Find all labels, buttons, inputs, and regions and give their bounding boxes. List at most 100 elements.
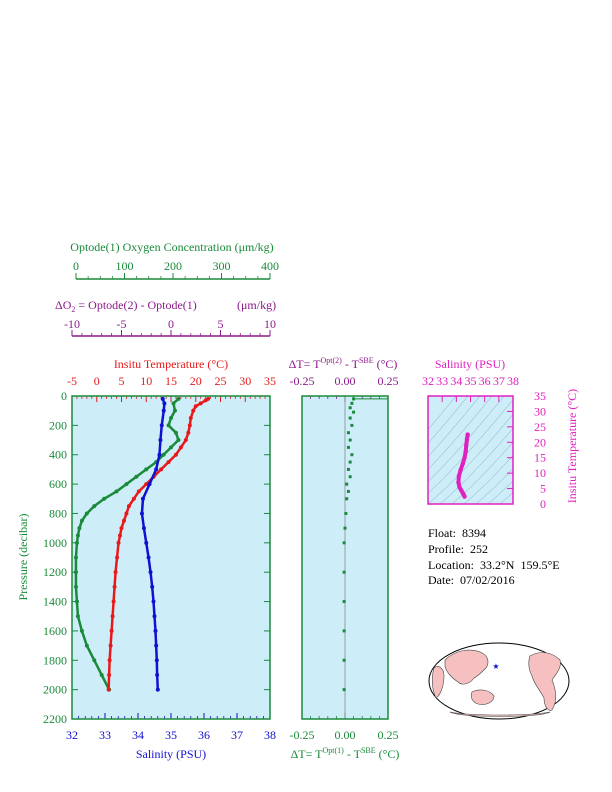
delta-t-point: [348, 406, 352, 410]
ts-salinity-axis-tick-label: 32: [422, 374, 434, 388]
ts-point: [464, 437, 470, 442]
salinity-profile-series: [139, 396, 167, 692]
salinity-profile-point: [150, 584, 155, 589]
temperature-profile-point: [173, 452, 178, 457]
temperature-profile-point: [126, 504, 131, 509]
delta-t-point: [342, 541, 346, 545]
oxygen-axis-tick-label: 200: [164, 259, 182, 273]
temperature-profile-point: [136, 489, 141, 494]
delta-t-bottom-title-b: - T: [344, 747, 362, 761]
delta-t-panel: ΔT= TOpt(2) - TSBE (°C) ΔT= TOpt(1) - TS…: [289, 356, 400, 761]
delta-o2-axis-title: ΔO2 = Optode(2) - Optode(1): [55, 298, 197, 314]
temperature-profile-point: [124, 511, 129, 516]
temperature-profile-point: [183, 438, 188, 443]
delta-t-point: [350, 453, 354, 457]
oxygen-profile-point: [77, 526, 82, 531]
pressure-axis-tick-label: 1000: [43, 536, 67, 550]
temperature-profile-point: [109, 628, 114, 633]
ts-salinity-axis-tick-label: 34: [450, 374, 462, 388]
delta-t-top-title: ΔT= TOpt(2) - TSBE (°C): [289, 356, 398, 371]
temperature-axis-tick-label: 15: [165, 374, 177, 388]
delta-t-point: [348, 416, 352, 420]
ts-isopycnal-line: [487, 480, 513, 504]
ts-salinity-axis-title: Salinity (PSU): [435, 357, 505, 371]
delta-o2-title-sub: 2: [71, 305, 75, 314]
ts-temperature-axis-tick-label: 35: [534, 389, 546, 403]
map-land-australia: [470, 689, 495, 705]
delta-o2-axis: ΔO2 = Optode(2) - Optode(1) (μm/kg) -10-…: [55, 298, 276, 337]
salinity-axis-tick-label: 35: [165, 728, 177, 742]
temperature-profile-point: [144, 482, 149, 487]
ts-point: [458, 467, 463, 473]
oxygen-profile-point: [172, 408, 177, 413]
temperature-axis-tick-label: 30: [239, 374, 251, 388]
ts-panel: Salinity (PSU) 32 33 34 35 36 37 38 Insitu Tem…: [422, 357, 579, 511]
delta-o2-axis-tick-label: -5: [117, 317, 127, 331]
pressure-axis-tick-label: 1600: [43, 624, 67, 638]
oxygen-profile-point: [73, 584, 78, 589]
salinity-profile-point: [148, 570, 153, 575]
salinity-profile-point: [154, 467, 159, 472]
delta-t-point: [350, 401, 354, 405]
delta-t-bottom-title: ΔT= TOpt(1) - TSBE (°C): [291, 746, 400, 761]
temperature-profile-point: [118, 533, 123, 538]
temperature-axis-tick-label: 20: [190, 374, 202, 388]
salinity-profile-point: [161, 408, 166, 413]
delta-t-point: [346, 431, 350, 435]
ts-panel-background: [428, 396, 513, 504]
delta-t-bottom-title-c: (°C): [376, 747, 400, 761]
salinity-profile-point: [160, 396, 165, 401]
temperature-profile-point: [191, 408, 196, 413]
oxygen-axis-tick-label: 300: [213, 259, 231, 273]
ts-temperature-axis-tick-label: 15: [534, 451, 546, 465]
ts-temperature-axis-tick-label: 5: [540, 482, 546, 496]
delta-t-bottom-axis-tick-label: 0.00: [335, 728, 356, 742]
delta-t-point: [350, 423, 354, 427]
ts-series: [456, 432, 470, 499]
ts-isopycnal-line: [463, 455, 513, 504]
ts-salinity-axis-tick-label: 35: [465, 374, 477, 388]
salinity-axis-tick-label: 38: [264, 728, 276, 742]
ts-salinity-axis-tick-label: 38: [507, 374, 519, 388]
delta-t-top-title-a: ΔT= T: [289, 357, 322, 371]
ts-temperature-axis-title: Insitu Temperature (°C): [565, 389, 579, 503]
temperature-axis-ticks: -5 0 5 10 15 20 25 30 35: [67, 374, 276, 402]
delta-t-point: [345, 482, 349, 486]
salinity-axis-tick-label: 37: [231, 728, 243, 742]
ts-point: [459, 488, 464, 493]
delta-t-point: [352, 397, 356, 401]
ts-salinity-axis-tick-label: 37: [493, 374, 505, 388]
float-info-profile: Profile: 252: [428, 542, 488, 556]
float-location-star-icon: ★: [492, 662, 499, 671]
salinity-axis-title: Salinity (PSU): [136, 747, 206, 761]
ts-isopycnal-line: [499, 492, 513, 504]
temperature-profile-point: [111, 599, 116, 604]
temperature-axis-tick-label: 10: [140, 374, 152, 388]
temperature-axis-tick-label: 35: [264, 374, 276, 388]
delta-t-top-title-b: - T: [342, 357, 360, 371]
ts-point: [457, 484, 462, 490]
delta-t-point: [352, 410, 356, 414]
ts-point: [463, 449, 468, 454]
temperature-profile-point: [187, 423, 192, 428]
ts-point: [456, 474, 462, 479]
temperature-profile-point: [112, 584, 117, 589]
salinity-profile-point: [154, 658, 159, 663]
delta-o2-title-prefix: ΔO: [55, 298, 72, 312]
temperature-profile-point: [107, 658, 112, 663]
ts-isopycnal-line: [428, 396, 505, 483]
delta-t-point: [345, 497, 349, 501]
oxygen-profile-point: [73, 555, 78, 560]
pressure-axis-tick-label: 2000: [43, 683, 67, 697]
oxygen-profile-point: [75, 533, 80, 538]
ts-point: [460, 461, 465, 467]
salinity-profile-point: [162, 401, 167, 406]
ts-isopycnal-line: [451, 441, 513, 504]
temperature-profile-series: [106, 396, 211, 692]
temperature-profile-point: [159, 467, 164, 472]
delta-t-point: [342, 629, 346, 633]
salinity-axis-tick-label: 36: [198, 728, 210, 742]
map-land-antarctica: [449, 711, 551, 717]
pressure-axis-tick-label: 400: [49, 448, 67, 462]
